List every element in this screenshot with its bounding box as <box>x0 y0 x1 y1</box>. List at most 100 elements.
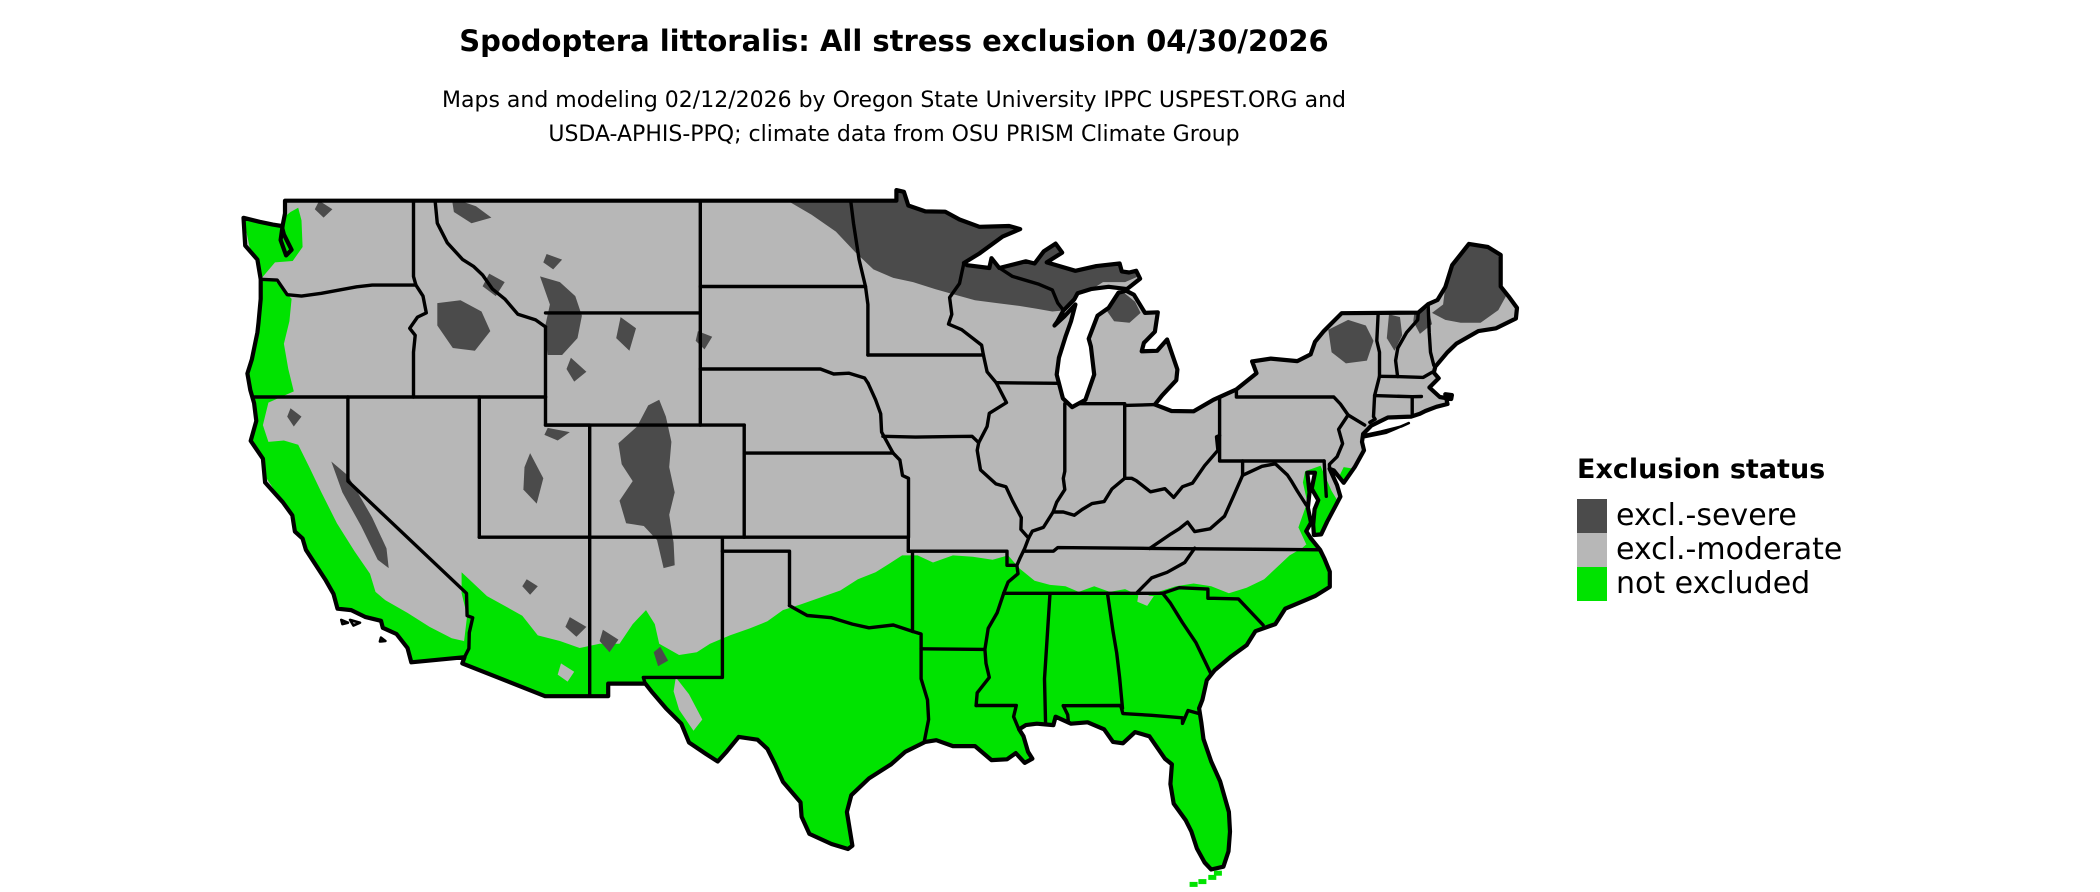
excl-severe-region <box>1386 314 1403 351</box>
state-border <box>408 283 428 399</box>
florida-keys-dots <box>1189 870 1222 887</box>
legend: Exclusion status excl.-severe excl.-mode… <box>1577 454 1842 601</box>
excl-severe-region <box>540 276 582 355</box>
state-border <box>1234 387 1350 417</box>
state-border <box>698 367 870 385</box>
state-border <box>1161 591 1214 679</box>
florida-keys-speck <box>1189 881 1198 887</box>
state-border <box>787 603 915 634</box>
excl-severe-region <box>523 453 544 504</box>
island <box>340 618 350 626</box>
excl-severe-region <box>653 646 669 667</box>
state-border <box>1061 703 1201 726</box>
excl-severe-region <box>565 617 587 637</box>
excl-severe-region <box>451 197 492 224</box>
state-border <box>1105 591 1125 710</box>
excl-severe-region <box>544 427 570 441</box>
legend-label-moderate: excl.-moderate <box>1616 532 1843 567</box>
excl-severe-region <box>543 254 563 270</box>
legend-swatch-severe <box>1577 499 1607 533</box>
state-border <box>433 199 548 329</box>
state-border <box>974 353 1031 708</box>
state-border <box>1346 413 1367 427</box>
state-border <box>411 199 418 287</box>
legend-item-severe: excl.-severe <box>1577 499 1842 533</box>
not-excluded-region <box>246 277 468 663</box>
excl-moderate-patch <box>557 663 575 682</box>
state-border <box>641 535 725 686</box>
state-border <box>849 199 870 357</box>
legend-title: Exclusion status <box>1577 454 1826 485</box>
excl-severe-region <box>437 300 491 351</box>
state-borders-layer <box>250 199 1436 744</box>
excl-severe-region <box>1432 242 1506 323</box>
state-border <box>1368 310 1382 424</box>
map-subtitle: Maps and modeling 02/12/2026 by Oregon S… <box>244 84 1544 152</box>
state-border <box>974 703 1021 731</box>
excl-severe-region <box>331 461 389 569</box>
florida-keys-speck <box>1198 879 1207 885</box>
state-border <box>910 629 931 744</box>
excl-moderate-patch <box>673 677 703 731</box>
islands-layer <box>340 421 1411 643</box>
header: Spodoptera littoralis: All stress exclus… <box>244 24 1544 152</box>
island <box>378 636 387 643</box>
state-border <box>906 549 1019 567</box>
state-border <box>1026 433 1222 540</box>
state-border <box>720 549 792 608</box>
island <box>1361 421 1411 439</box>
legend-item-not-excluded: not excluded <box>1577 567 1842 601</box>
excl-severe-region <box>522 579 538 595</box>
excl-severe-region <box>287 408 302 427</box>
state-border <box>1327 413 1350 471</box>
state-border <box>1070 402 1157 408</box>
state-border <box>1161 586 1265 627</box>
state-border <box>1148 473 1245 551</box>
state-border <box>1148 546 1325 552</box>
state-border <box>1377 370 1434 380</box>
florida-keys-speck <box>1208 874 1217 880</box>
not-excluded-region <box>460 538 1335 870</box>
excl-severe-region <box>566 357 587 382</box>
state-border <box>999 267 1065 312</box>
excl-severe-region <box>1328 319 1374 364</box>
subtitle-line-2: USDA-APHIS-PPQ; climate data from OSU PR… <box>548 122 1240 147</box>
legend-item-moderate: excl.-moderate <box>1577 533 1842 567</box>
state-border <box>1217 389 1326 463</box>
state-border <box>543 395 592 539</box>
excl-severe-region <box>785 190 1139 312</box>
excl-severe-region <box>616 317 636 351</box>
legend-label-not-excluded: not excluded <box>1616 566 1811 601</box>
excl-moderate-patch <box>1137 594 1154 606</box>
legend-swatch-moderate <box>1577 533 1607 567</box>
legend-swatch-not-excluded <box>1577 567 1607 601</box>
excl-severe-region <box>482 273 505 297</box>
state-border <box>1021 545 1152 553</box>
excl-severe-region <box>599 629 619 653</box>
excl-severe-region <box>618 399 675 569</box>
excl-moderate-patch-layer <box>557 594 1154 731</box>
state-border <box>259 277 418 298</box>
excl-severe-region <box>314 200 333 218</box>
state-border <box>1426 302 1436 367</box>
state-border <box>919 647 987 652</box>
state-border <box>881 434 981 445</box>
state-border <box>346 395 475 659</box>
state-border <box>1051 402 1067 514</box>
map-title: Spodoptera littoralis: All stress exclus… <box>459 24 1329 58</box>
subtitle-line-1: Maps and modeling 02/12/2026 by Oregon S… <box>442 88 1346 113</box>
state-border <box>994 381 1061 385</box>
state-border <box>1240 462 1315 513</box>
state-border <box>946 261 986 357</box>
state-border <box>866 381 911 539</box>
state-border <box>1042 591 1052 727</box>
state-border <box>1061 704 1071 724</box>
legend-label-severe: excl.-severe <box>1616 498 1797 533</box>
florida-keys-speck <box>1213 870 1222 876</box>
state-border <box>1134 546 1197 595</box>
state-border <box>1393 310 1420 379</box>
us-outline <box>241 188 1520 872</box>
state-border <box>1372 393 1424 399</box>
